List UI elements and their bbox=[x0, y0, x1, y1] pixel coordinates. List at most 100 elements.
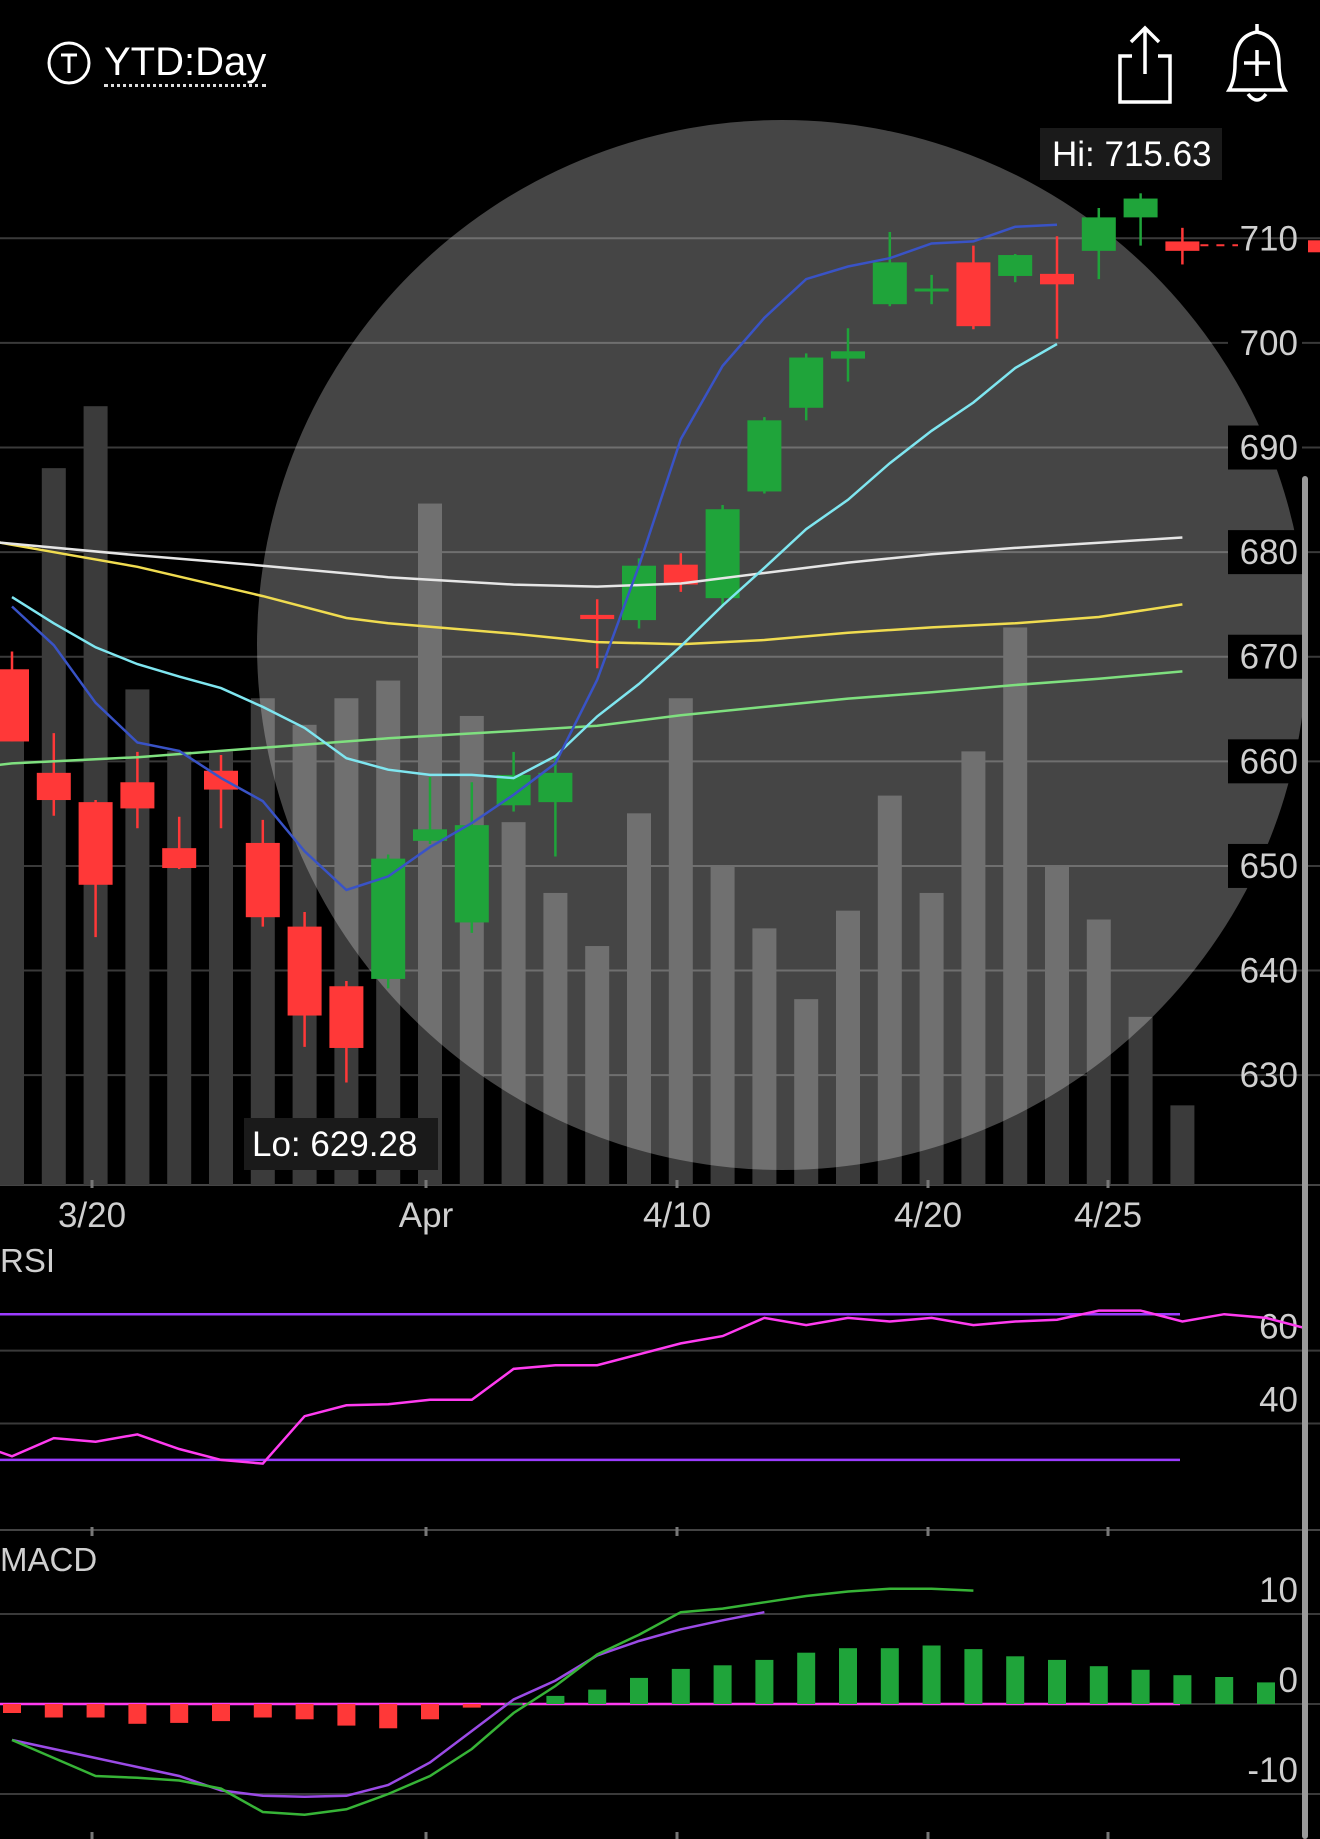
candle-body bbox=[872, 262, 907, 305]
volume-bar bbox=[668, 698, 693, 1185]
macd-histogram-bar bbox=[212, 1704, 230, 1722]
price-tick-label: 660 bbox=[1240, 742, 1298, 781]
macd-histogram-bar bbox=[1089, 1666, 1108, 1704]
candle-body bbox=[162, 848, 197, 869]
candle-body bbox=[454, 825, 489, 923]
sma50-line bbox=[0, 541, 1183, 646]
macd-histogram-bar bbox=[964, 1649, 983, 1704]
high-label-box bbox=[1040, 128, 1222, 180]
sma10-line bbox=[11, 342, 1058, 780]
rsi-panel-title: RSI bbox=[0, 1242, 55, 1279]
volume-bar bbox=[794, 999, 819, 1185]
price-tick-label: 680 bbox=[1240, 533, 1298, 572]
volume-bar bbox=[1128, 1016, 1153, 1185]
low-label: Lo: 629.28 bbox=[252, 1125, 417, 1164]
last-price-marker bbox=[1308, 240, 1320, 253]
scrollbar[interactable] bbox=[1302, 476, 1308, 1839]
volume-bar bbox=[334, 698, 359, 1185]
macd-signal-line bbox=[11, 1610, 765, 1798]
candle-body bbox=[1081, 217, 1116, 251]
volume-bar bbox=[1086, 919, 1111, 1185]
period-label[interactable]: YTD:Day bbox=[104, 40, 267, 87]
candle-body bbox=[413, 829, 447, 841]
alert-button[interactable] bbox=[1215, 20, 1299, 108]
macd-histogram-bar bbox=[504, 1703, 523, 1706]
volume-bar bbox=[919, 892, 944, 1185]
high-label: Hi: 715.63 bbox=[1052, 135, 1212, 174]
macd-tick-label: 0 bbox=[1279, 1661, 1298, 1700]
t-circle-icon bbox=[47, 41, 91, 85]
candle-body bbox=[1123, 198, 1158, 218]
macd-histogram-bar bbox=[421, 1704, 439, 1720]
candle-body bbox=[120, 782, 155, 809]
macd-histogram-bar bbox=[713, 1665, 732, 1704]
candle-body bbox=[831, 351, 865, 359]
price-tick-label: 690 bbox=[1240, 429, 1298, 468]
macd-histogram-bar bbox=[1215, 1677, 1234, 1704]
share-icon bbox=[1118, 25, 1172, 104]
candle-body bbox=[747, 420, 782, 492]
macd-histogram-bar bbox=[86, 1704, 105, 1718]
rsi-line bbox=[0, 1309, 1309, 1465]
rsi-tick-label: 40 bbox=[1259, 1381, 1298, 1420]
price-tick-label: 670 bbox=[1240, 638, 1298, 677]
candle-body bbox=[78, 802, 113, 885]
rsi-tick-label: 60 bbox=[1259, 1308, 1298, 1347]
macd-histogram-bar bbox=[922, 1645, 941, 1704]
price-tick-label: 700 bbox=[1240, 324, 1298, 363]
price-tick-label: 630 bbox=[1240, 1056, 1298, 1095]
top-bar: YTD:Day bbox=[0, 0, 1320, 120]
candle-body bbox=[538, 772, 573, 803]
volume-bar bbox=[125, 689, 150, 1185]
candle-body bbox=[245, 842, 280, 918]
volume-bar bbox=[1003, 627, 1028, 1185]
highlight-circle bbox=[257, 120, 1307, 1170]
candle-body bbox=[1165, 241, 1200, 251]
candle-body bbox=[0, 669, 29, 742]
volume-bar bbox=[1170, 1105, 1195, 1185]
price-tick-box bbox=[1228, 425, 1302, 470]
price-tick-label: 640 bbox=[1240, 952, 1298, 991]
candle-body bbox=[371, 858, 406, 979]
candle-body bbox=[956, 262, 991, 327]
volume-bar bbox=[418, 503, 442, 1185]
candle-body bbox=[36, 772, 71, 801]
bell-plus-icon bbox=[1225, 24, 1289, 102]
volume-bar bbox=[250, 698, 275, 1185]
macd-histogram-bar bbox=[755, 1659, 774, 1704]
candle-body bbox=[580, 614, 615, 620]
candle-body bbox=[998, 255, 1033, 276]
macd-histogram-bar bbox=[630, 1677, 648, 1704]
x-tick-label: 4/20 bbox=[894, 1196, 962, 1235]
candle-body bbox=[622, 565, 656, 621]
macd-histogram-bar bbox=[588, 1689, 607, 1704]
macd-histogram-bar bbox=[1173, 1675, 1192, 1704]
price-tick-box bbox=[1228, 530, 1302, 575]
macd-histogram-bar bbox=[170, 1704, 189, 1723]
candle-body bbox=[789, 357, 824, 408]
volume-bar bbox=[752, 928, 777, 1185]
candle-body bbox=[705, 509, 740, 599]
volume-bar bbox=[543, 892, 568, 1185]
macd-histogram-bar bbox=[1257, 1682, 1275, 1704]
price-tick-label: 710 bbox=[1240, 219, 1298, 258]
volume-bar bbox=[961, 751, 986, 1185]
candle-body bbox=[1040, 273, 1074, 285]
macd-histogram-bar bbox=[462, 1704, 481, 1708]
volume-bar bbox=[710, 866, 735, 1185]
price-tick-box bbox=[1228, 634, 1302, 679]
candle-body bbox=[914, 288, 949, 292]
sma5-line bbox=[11, 223, 1058, 892]
volume-bar bbox=[41, 468, 66, 1185]
volume-bar bbox=[501, 822, 526, 1185]
share-button[interactable] bbox=[1110, 22, 1180, 108]
macd-histogram-bar bbox=[880, 1648, 899, 1704]
volume-bar bbox=[0, 698, 24, 1185]
macd-histogram-bar bbox=[295, 1704, 314, 1720]
candle-body bbox=[663, 564, 698, 585]
period-selector[interactable]: YTD:Day bbox=[46, 38, 267, 88]
macd-histogram-bar bbox=[671, 1668, 690, 1704]
macd-histogram-bar bbox=[44, 1704, 63, 1718]
macd-histogram-bar bbox=[379, 1704, 398, 1729]
